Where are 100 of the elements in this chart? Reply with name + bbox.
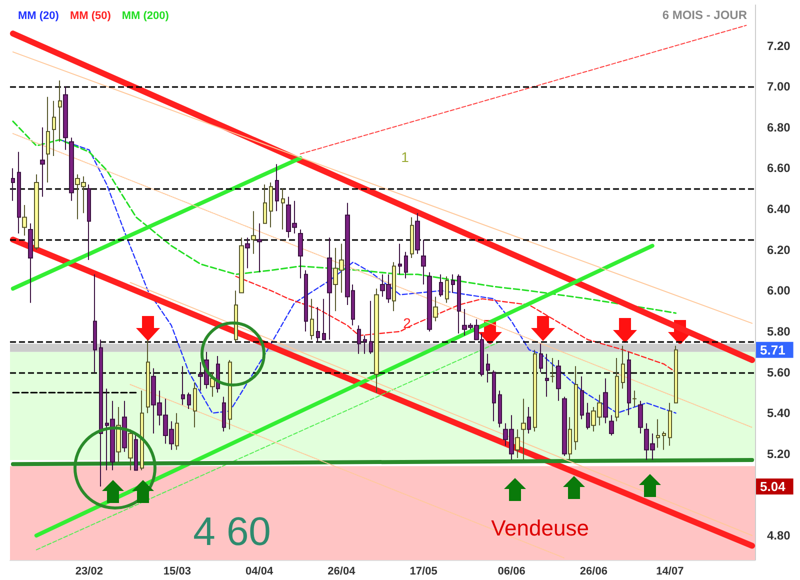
candlestick — [568, 416, 572, 461]
candlestick — [550, 357, 555, 383]
candlestick — [187, 392, 191, 410]
candlestick — [40, 126, 45, 198]
candlestick — [269, 182, 273, 228]
x-tick-label: 14/07 — [656, 566, 684, 578]
y-tick-label: 6.40 — [767, 202, 791, 216]
candlestick — [140, 390, 144, 471]
candlestick — [627, 351, 631, 416]
y-tick-label: 7.20 — [767, 38, 791, 53]
annotation: 1 — [401, 149, 410, 165]
candlestick — [603, 378, 608, 424]
candlestick — [210, 372, 215, 398]
candlestick — [668, 402, 672, 446]
y-tick-label: 7.00 — [767, 80, 791, 94]
candlestick — [574, 366, 578, 450]
candlestick — [239, 237, 244, 294]
candlestick — [99, 339, 103, 488]
candlestick — [421, 239, 426, 286]
annotation: 5.04 — [760, 479, 786, 494]
candlestick — [427, 272, 432, 332]
candlestick — [222, 396, 226, 432]
x-tick-label: 23/02 — [75, 566, 103, 578]
candlestick — [398, 243, 402, 275]
candlestick — [545, 353, 549, 398]
candlestick — [251, 210, 256, 254]
candlestick — [116, 406, 121, 463]
candlestick — [357, 324, 361, 354]
annotation: 4 60 — [193, 510, 271, 554]
candlestick — [175, 412, 179, 450]
candlestick — [93, 274, 97, 373]
candlestick — [580, 376, 584, 420]
candlestick — [586, 402, 590, 430]
candlestick — [392, 262, 396, 312]
candlestick — [69, 137, 74, 202]
candlestick — [632, 390, 637, 408]
candlestick — [433, 296, 438, 322]
candlestick — [316, 306, 320, 342]
candlestick — [556, 360, 561, 402]
candlestick — [245, 237, 250, 269]
candlestick — [52, 100, 56, 156]
candlestick — [63, 86, 68, 150]
candlestick — [257, 222, 262, 273]
chart-subtitle: 6 MOIS - JOUR — [662, 8, 748, 22]
candlestick — [46, 96, 50, 184]
candlestick — [34, 174, 39, 250]
candlestick — [234, 290, 238, 342]
y-tick-label: 4.80 — [767, 528, 791, 543]
candlestick — [533, 349, 537, 432]
x-tick-label: 26/06 — [580, 566, 608, 578]
text: MM (50) — [70, 10, 112, 22]
candlestick — [451, 274, 455, 294]
candlestick — [275, 164, 279, 212]
candlestick — [656, 418, 660, 448]
candlestick — [515, 428, 520, 458]
text: MM (200) — [122, 10, 170, 22]
candlestick — [539, 343, 543, 373]
candlestick — [304, 270, 308, 332]
candlestick — [615, 357, 619, 422]
y-tick-label: 6.20 — [767, 242, 791, 257]
candlestick — [87, 184, 91, 261]
candlestick — [181, 366, 185, 406]
x-tick-label: 17/05 — [410, 566, 438, 578]
y-tick-label: 6.00 — [767, 284, 791, 298]
y-tick-label: 5.40 — [767, 406, 791, 420]
annotation: Vendeuse — [491, 516, 589, 540]
candlestick — [322, 298, 326, 340]
candlestick — [404, 251, 408, 279]
text: MM (20) — [18, 10, 60, 22]
line-series — [12, 120, 677, 314]
candlestick — [298, 228, 303, 279]
candlestick — [521, 398, 526, 461]
y-tick-label: 6.60 — [767, 161, 791, 176]
annotation: 5.71 — [760, 342, 786, 358]
candlestick — [562, 396, 567, 456]
y-tick-label: 5.60 — [767, 365, 791, 380]
candlestick — [662, 430, 666, 450]
y-tick-label: 5.20 — [767, 446, 791, 461]
candlestick — [439, 274, 443, 298]
candlestick — [310, 298, 314, 340]
candlestick — [228, 360, 232, 430]
candlestick — [281, 188, 285, 230]
candlestick — [122, 400, 127, 452]
candlestick — [621, 345, 625, 390]
x-tick-label: 26/04 — [328, 566, 356, 578]
x-tick-label: 06/06 — [498, 566, 526, 578]
candlestick — [674, 345, 678, 404]
candlestick — [363, 335, 367, 354]
candlestick — [374, 288, 379, 394]
candlestick — [609, 414, 614, 436]
line-series — [59, 139, 676, 414]
candlestick — [492, 370, 496, 422]
candlestick — [17, 151, 21, 234]
candlestick — [58, 80, 62, 142]
candlestick — [638, 400, 643, 434]
candlestick — [445, 276, 449, 304]
candlestick — [193, 382, 197, 428]
candlestick — [457, 274, 461, 334]
x-tick-label: 15/03 — [163, 566, 191, 578]
candlestick — [28, 222, 33, 304]
